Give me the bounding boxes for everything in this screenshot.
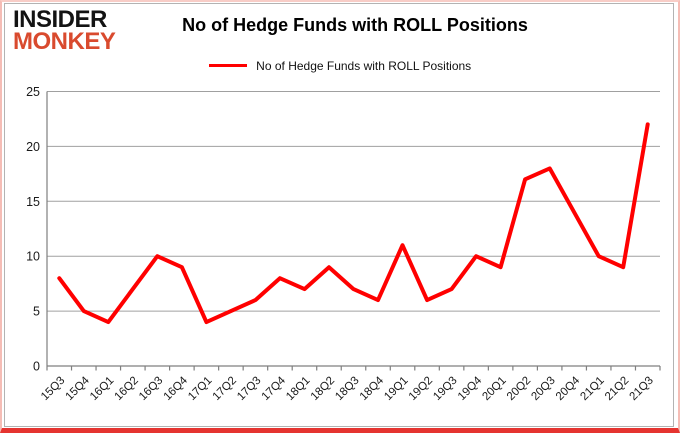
x-axis-label-20Q2: 20Q2 bbox=[505, 375, 533, 403]
x-axis-label-17Q2: 17Q2 bbox=[211, 375, 239, 403]
y-axis-label-15: 15 bbox=[26, 195, 40, 209]
x-axis-label-17Q3: 17Q3 bbox=[235, 375, 263, 403]
y-axis-label-10: 10 bbox=[26, 250, 40, 264]
x-axis-label-17Q4: 17Q4 bbox=[260, 374, 289, 403]
x-axis-label-18Q3: 18Q3 bbox=[333, 375, 361, 403]
chart-legend: No of Hedge Funds with ROLL Positions bbox=[2, 58, 678, 73]
y-axis-label-20: 20 bbox=[26, 140, 40, 154]
x-axis-label-20Q4: 20Q4 bbox=[554, 374, 583, 403]
x-axis-label-17Q1: 17Q1 bbox=[186, 375, 214, 403]
x-axis-label-19Q3: 19Q3 bbox=[431, 375, 459, 403]
x-axis-label-15Q3: 15Q3 bbox=[39, 375, 67, 403]
x-axis-label-21Q1: 21Q1 bbox=[578, 375, 606, 403]
legend-line-swatch bbox=[208, 64, 247, 68]
x-axis-label-16Q1: 16Q1 bbox=[88, 375, 116, 403]
x-axis-label-16Q3: 16Q3 bbox=[137, 375, 165, 403]
series-line bbox=[57, 122, 650, 325]
x-axis-label-21Q2: 21Q2 bbox=[603, 375, 631, 403]
x-axis-label-16Q2: 16Q2 bbox=[113, 375, 141, 403]
logo-line-insider: INSIDER bbox=[13, 6, 107, 33]
y-axis-label-5: 5 bbox=[33, 305, 40, 319]
x-axis-label-15Q4: 15Q4 bbox=[64, 374, 93, 403]
x-axis-label-18Q1: 18Q1 bbox=[284, 375, 312, 403]
x-axis-label-19Q2: 19Q2 bbox=[407, 375, 435, 403]
legend-label: No of Hedge Funds with ROLL Positions bbox=[256, 58, 472, 73]
x-axis-label-18Q4: 18Q4 bbox=[358, 374, 387, 403]
chart-title: No of Hedge Funds with ROLL Positions bbox=[182, 15, 528, 35]
x-axis-label-21Q3: 21Q3 bbox=[627, 375, 655, 403]
x-axis-label-19Q4: 19Q4 bbox=[456, 374, 485, 403]
x-axis-label-18Q2: 18Q2 bbox=[309, 375, 337, 403]
y-axis-label-25: 25 bbox=[26, 85, 40, 99]
x-axis-label-20Q3: 20Q3 bbox=[529, 375, 557, 403]
x-axis-label-20Q1: 20Q1 bbox=[480, 375, 508, 403]
y-axis-label-0: 0 bbox=[33, 360, 40, 374]
logo-line-monkey: MONKEY bbox=[13, 27, 116, 55]
x-axis-label-19Q1: 19Q1 bbox=[382, 375, 410, 403]
insider-monkey-logo: INSIDER MONKEY bbox=[13, 6, 116, 55]
x-axis-label-16Q4: 16Q4 bbox=[162, 374, 191, 403]
